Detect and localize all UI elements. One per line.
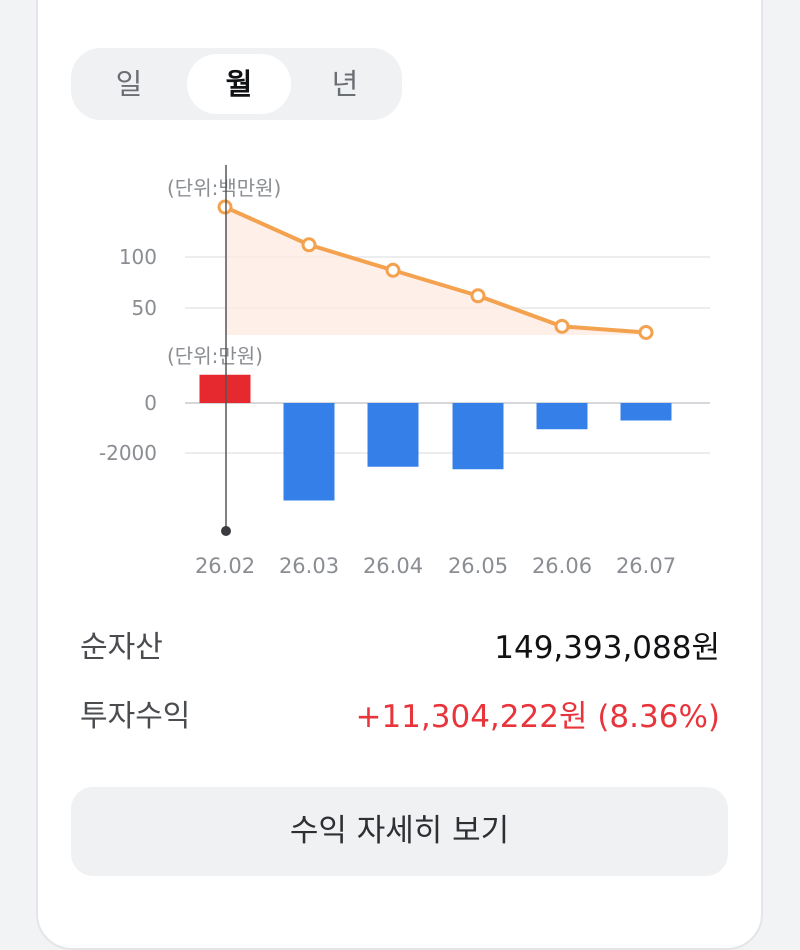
asset-profit-chart[interactable]: 100 50 0 -2000 (단위:백만원) (단위:만원) 26.02 26.03 26.0… <box>0 0 800 600</box>
x-axis-label-26.06: 26.06 <box>532 554 592 578</box>
x-axis-label-26.03: 26.03 <box>279 554 339 578</box>
line-point-26.03 <box>301 237 317 253</box>
x-axis-label-26.04: 26.04 <box>363 554 423 578</box>
bar-26.07 <box>620 403 672 421</box>
x-axis-label-26.02: 26.02 <box>195 554 255 578</box>
bar-y-tick-label: -2000 <box>99 441 157 465</box>
line-unit-label: (단위:백만원) <box>167 176 281 200</box>
investment-profit-label: 투자수익 <box>80 699 191 734</box>
bar-26.05 <box>452 403 504 470</box>
line-point-26.02 <box>217 199 233 215</box>
line-point-26.06 <box>554 318 570 334</box>
x-axis-label-26.07: 26.07 <box>616 554 676 578</box>
period-tab-month[interactable]: 월 <box>187 54 291 114</box>
line-area-fill <box>225 207 646 335</box>
line-point-26.05 <box>470 288 486 304</box>
view-profit-details-button[interactable]: 수익 자세히 보기 <box>71 787 728 876</box>
bar-y-tick-label: 0 <box>144 391 157 415</box>
period-segmented-control: 일 월 년 <box>71 48 402 120</box>
bar-26.03 <box>283 403 335 501</box>
net-assets-value: 149,393,088원 <box>494 630 720 666</box>
investment-profit-row: 투자수익 +11,304,222원 (8.36%) <box>80 692 720 742</box>
net-assets-label: 순자산 <box>80 630 163 665</box>
investment-profit-value: +11,304,222원 (8.36%) <box>355 699 720 735</box>
period-tab-day[interactable]: 일 <box>115 67 143 101</box>
period-tab-year[interactable]: 년 <box>331 67 359 101</box>
line-point-26.07 <box>638 324 654 340</box>
line-y-tick-label: 50 <box>132 296 157 320</box>
bar-26.02 <box>199 374 251 403</box>
bar-26.06 <box>536 403 588 430</box>
net-assets-row: 순자산 149,393,088원 <box>80 623 720 673</box>
line-point-26.04 <box>385 262 401 278</box>
x-axis-label-26.05: 26.05 <box>448 554 508 578</box>
line-series <box>224 205 647 335</box>
bar-26.04 <box>367 403 419 467</box>
line-y-tick-label: 100 <box>119 245 157 269</box>
chart-cursor-dot <box>221 526 231 536</box>
bar-unit-label: (단위:만원) <box>167 344 263 368</box>
